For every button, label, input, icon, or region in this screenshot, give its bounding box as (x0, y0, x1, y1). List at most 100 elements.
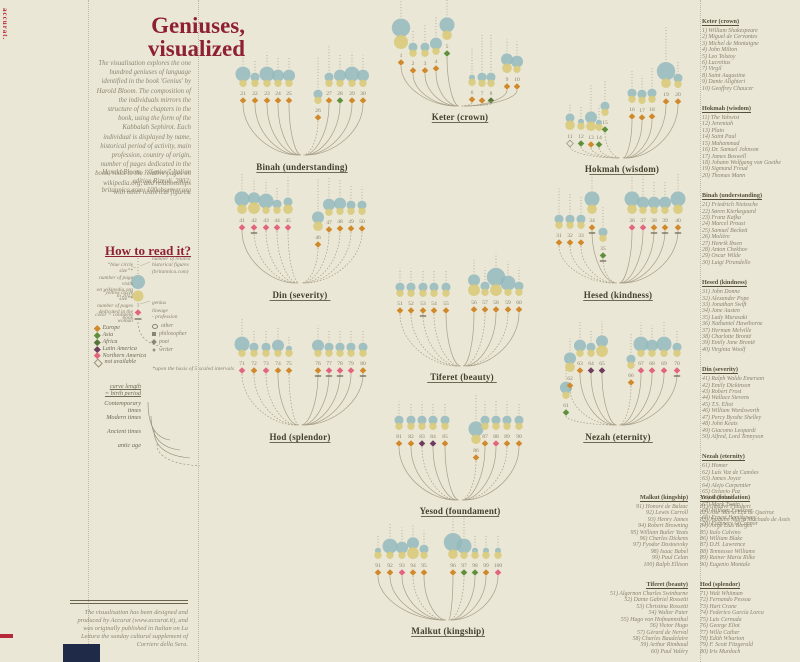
genius-node: 21 (235, 46, 298, 156)
genius-number: 66 (628, 373, 634, 379)
birth-period-curve (423, 575, 447, 621)
visits-circle (468, 274, 480, 287)
genius-list-top: Keter (crown) 1) William Shakespeare 2) Mi… (702, 10, 798, 532)
pages-circle (601, 108, 609, 117)
profession-label-text: other (161, 323, 174, 329)
visits-circle (502, 415, 512, 425)
birth-period-curve (433, 313, 460, 367)
pages-circle (576, 349, 584, 357)
genius-node: 25 (283, 57, 302, 156)
continent-diamond (325, 367, 333, 374)
genius-number: 56 (471, 300, 477, 306)
profession-legend-item: writer (152, 346, 202, 354)
visits-circle (395, 282, 405, 292)
continent-diamond (442, 307, 450, 314)
legend-genius-number: 1 (137, 303, 140, 309)
genius-number: 16 (629, 107, 635, 113)
continent-diamond (460, 569, 468, 576)
genius-list-item: 53) Christina Rossetti (636, 603, 688, 610)
genius-number: 37 (640, 218, 646, 224)
legend-blue-circle (131, 275, 145, 289)
cluster-yesod: 81 82 83 84 85 86 87 88 89 90 Yesod (foundament) (394, 393, 524, 517)
visits-circle (646, 339, 658, 352)
continent-diamond (420, 569, 428, 576)
cluster-hokmah: 11 12 13 14 15 16 17 18 19 20 Hokmah (wisdom) (565, 26, 683, 175)
visits-circle (600, 101, 610, 111)
continent-diamond (359, 367, 367, 374)
genius-list-item: 33) Jonathan Swift (702, 302, 747, 308)
continent-diamond (284, 224, 292, 231)
pages-circle (482, 551, 490, 559)
visits-circle (407, 537, 419, 550)
pages-circle (336, 79, 344, 88)
pages-circle (262, 206, 270, 214)
genius-number: 22 (252, 91, 258, 97)
genius-list-item: 30) Luigi Pirandello (702, 259, 751, 266)
continent-diamond (397, 59, 405, 66)
genius-node: 16 (622, 70, 637, 159)
pages-circle (661, 206, 669, 214)
continent-diamond (513, 83, 521, 90)
visits-circle (323, 198, 335, 211)
genius-node: 56 (462, 258, 480, 367)
birth-period-curve (591, 230, 616, 284)
genius-node: 83 (417, 401, 457, 501)
genius-number: 84 (430, 434, 436, 440)
continent-diamond (515, 306, 523, 313)
genius-list-item: 73) Hart Crane (700, 603, 737, 610)
genius-number: 65 (599, 361, 605, 367)
pages-circle (513, 65, 521, 74)
genius-list-item: 6) Lucretius (702, 60, 731, 67)
genius-node: 33 (576, 196, 616, 284)
genius-number: 43 (263, 218, 269, 224)
visits-circle (430, 37, 442, 50)
genius-number: 26 (315, 108, 321, 114)
genius-node: 81 (394, 401, 456, 501)
genius-node: 30 (306, 55, 369, 156)
birth-period-curve (569, 146, 618, 159)
genius-node: 38 (620, 180, 660, 284)
genius-list-item: 61) Homer (702, 463, 728, 470)
birth-period-curve (590, 147, 620, 159)
continent-diamond (421, 67, 429, 74)
curve-period-label: Modern times (106, 414, 141, 421)
genius-number: 38 (651, 218, 657, 224)
genius-node: 24 (272, 57, 301, 156)
genius-number: 100 (494, 563, 503, 569)
genius-list-item: 59) Arthur Rimbaud (640, 642, 688, 649)
continent-diamond (251, 97, 259, 104)
continent-legend-item: Asia (94, 332, 155, 339)
visits-circle (258, 193, 274, 209)
pages-circle (587, 204, 597, 214)
continent-diamond (482, 569, 490, 576)
cluster-label-hod: Hod (splendor) (269, 432, 330, 442)
genius-node: 59 (465, 261, 516, 367)
how-to-read-title: How to read it? (104, 243, 192, 258)
birth-period-curve (377, 575, 443, 621)
birth-period-curve (601, 373, 617, 426)
genius-number: 51 (397, 301, 403, 307)
pages-circle (347, 349, 355, 357)
pages-circle (386, 551, 394, 559)
visits-circle (313, 89, 323, 99)
cluster-label-keter: Keter (crown) (432, 112, 489, 122)
genius-list-item: 56) Victor Hugo (649, 623, 688, 630)
birth-period-curve (461, 103, 483, 107)
genius-node: 65 (596, 321, 617, 426)
genius-node: 87 (461, 401, 490, 501)
genius-node: 23 (259, 52, 300, 156)
genius-number: 55 (443, 301, 449, 307)
pages-circle (419, 289, 427, 297)
pages-circle (420, 551, 428, 559)
profession-legend-item: other (152, 322, 202, 330)
genius-list-item: 29) Oscar Wilde (702, 253, 741, 260)
genius-list-item: 93) Henry James (647, 516, 688, 523)
genius-number: 80 (360, 361, 366, 367)
continent-diamond (409, 67, 417, 74)
genius-node: 34 (584, 175, 616, 284)
pages-circle (409, 49, 417, 57)
pages-circle (627, 361, 635, 369)
visits-circle (477, 72, 487, 82)
birth-period-curve (618, 385, 632, 426)
pages-circle (442, 289, 450, 297)
